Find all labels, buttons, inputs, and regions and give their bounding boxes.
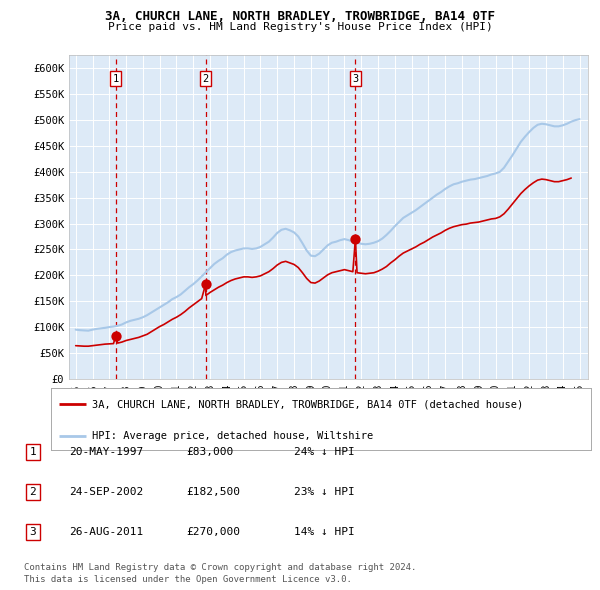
Text: 2: 2 <box>29 487 37 497</box>
Text: £182,500: £182,500 <box>186 487 240 497</box>
Point <box>111 331 121 340</box>
Text: £83,000: £83,000 <box>186 447 233 457</box>
Text: 24% ↓ HPI: 24% ↓ HPI <box>294 447 355 457</box>
Text: 26-AUG-2011: 26-AUG-2011 <box>69 527 143 537</box>
Text: 3A, CHURCH LANE, NORTH BRADLEY, TROWBRIDGE, BA14 0TF (detached house): 3A, CHURCH LANE, NORTH BRADLEY, TROWBRID… <box>91 399 523 409</box>
Text: 24-SEP-2002: 24-SEP-2002 <box>69 487 143 497</box>
Text: This data is licensed under the Open Government Licence v3.0.: This data is licensed under the Open Gov… <box>24 575 352 584</box>
Text: Contains HM Land Registry data © Crown copyright and database right 2024.: Contains HM Land Registry data © Crown c… <box>24 563 416 572</box>
Point <box>350 234 360 244</box>
Text: 3A, CHURCH LANE, NORTH BRADLEY, TROWBRIDGE, BA14 0TF: 3A, CHURCH LANE, NORTH BRADLEY, TROWBRID… <box>105 10 495 23</box>
Text: 14% ↓ HPI: 14% ↓ HPI <box>294 527 355 537</box>
Text: 20-MAY-1997: 20-MAY-1997 <box>69 447 143 457</box>
Text: 1: 1 <box>113 74 119 84</box>
Text: 23% ↓ HPI: 23% ↓ HPI <box>294 487 355 497</box>
Text: Price paid vs. HM Land Registry's House Price Index (HPI): Price paid vs. HM Land Registry's House … <box>107 22 493 32</box>
Text: 3: 3 <box>29 527 37 537</box>
Text: 3: 3 <box>352 74 358 84</box>
Text: £270,000: £270,000 <box>186 527 240 537</box>
Text: HPI: Average price, detached house, Wiltshire: HPI: Average price, detached house, Wilt… <box>91 431 373 441</box>
Text: 2: 2 <box>202 74 209 84</box>
Point <box>201 280 211 289</box>
Text: 1: 1 <box>29 447 37 457</box>
